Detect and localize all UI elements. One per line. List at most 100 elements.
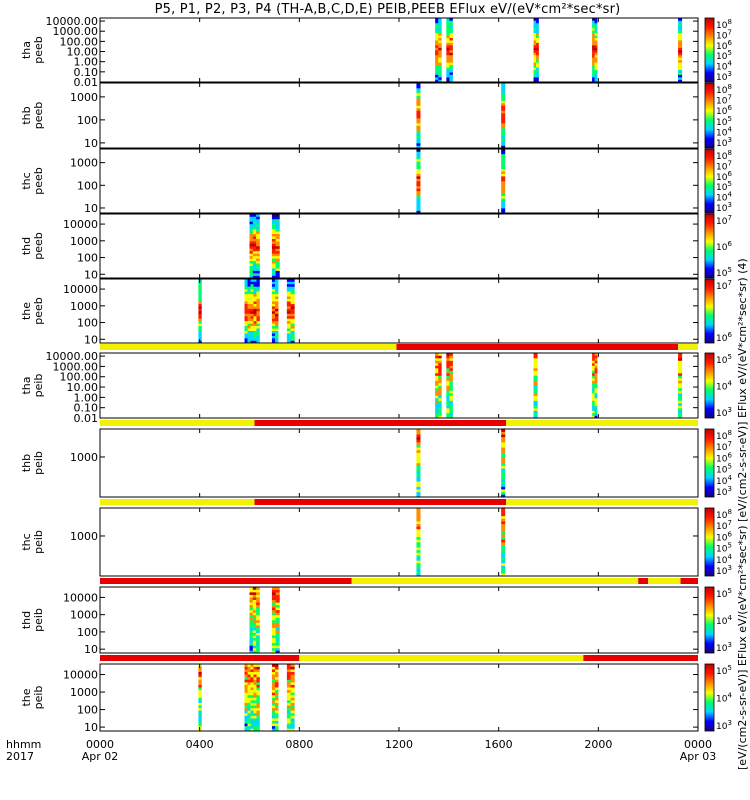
colorbar [704,82,715,149]
y-tick-label: 10 [84,202,98,215]
spectrogram-burst [271,214,280,279]
y-tick-label: 10000 [63,669,98,682]
colorbar-tick-label: 106 [716,39,732,52]
panel-label: thapeib [20,374,45,398]
spectrogram-burst [446,353,453,419]
spectrogram-burst [533,353,538,419]
y-tick-label: 100 [77,317,98,330]
mode-bar-segment [678,344,698,350]
y-tick-label: 10000 [63,218,98,231]
colorbar-tick-label: 105 [716,664,732,677]
colorbar-tick-label: 107 [716,28,732,41]
colorbar-tick-label: 105 [716,587,732,600]
colorbar-tick-label: 103 [716,70,732,83]
colorbar-tick-label: 104 [716,191,732,204]
colorbar-tick-label: 106 [716,530,732,543]
panel-label: thepeeb [20,297,45,325]
y-tick-label: 10 [84,137,98,150]
colorbar-tick-label: 105 [716,353,732,366]
time-axis-caption: hhmm 2017 [6,739,41,763]
spectrogram-burst [501,429,506,498]
colorbar-tick-label: 107 [716,214,732,227]
mode-bar-segment [506,420,698,426]
colorbar-tick-label: 108 [716,508,732,521]
figure-title: P5, P1, P2, P3, P4 (TH-A,B,C,D,E) PEIB,P… [154,2,621,17]
panel-4: 10000 1000 100 10 thepeeb 107 106 [20,278,732,346]
colorbar [704,663,715,732]
y-tick-label: 1000 [70,451,98,464]
y-tick-label: 10 [84,268,98,281]
y-tick-label: 10 [84,333,98,346]
mode-bar-segment [648,578,681,584]
spectrogram-burst [592,18,598,83]
y-tick-label: 0.10 [74,402,99,415]
spectrogram-burst [678,18,683,83]
colorbar-tick-label: 108 [716,429,732,442]
panel-frame [99,428,699,498]
x-tick-label: 1600 [485,738,513,751]
y-tick-label: 10.00 [67,381,99,394]
panel-frame [99,507,699,577]
time-axis-caption-hhmm: hhmm [6,738,42,751]
colorbar-tick-label: 104 [716,60,732,73]
colorbar [704,507,715,577]
mode-bar-segment [254,499,507,505]
colorbar-tick-label: 104 [716,125,732,138]
x-tick-label: 0400 [186,738,214,751]
colorbar-tick-label: 104 [716,553,732,566]
y-tick-label: 0.01 [74,76,99,89]
panel-label: thepeib [20,686,45,710]
mode-bar-segment [506,499,698,505]
y-tick-label: 1000 [70,609,98,622]
y-tick-label: 100 [77,252,98,265]
colorbar-tick-label: 103 [716,406,732,419]
spectrogram-burst [271,587,280,654]
panel-label: thdpeib [20,608,45,632]
x-tick-label: 0800 [285,738,313,751]
colorbar-tick-label: 105 [716,115,732,128]
colorbar-tick-label: 108 [716,18,732,31]
colorbar-tick-label: 106 [716,240,732,253]
spectrogram-burst [198,279,202,344]
mode-bar-segment [100,578,352,584]
x-tick-label: 2000 [584,738,612,751]
panel-8: 10000 1000 100 10 thdpeib 105 104 103 [20,578,732,656]
colorbar-tick-label: 107 [716,440,732,453]
colorbar [704,428,715,498]
spectrogram-burst [435,18,442,83]
colorbar [704,352,715,419]
y-tick-label: 100 [77,626,98,639]
y-tick-label: 0.01 [74,412,99,425]
spectrogram-burst [533,18,539,83]
spectrogram-burst [446,18,453,83]
colorbar-tick-label: 104 [716,380,732,393]
colorbar-tick-label: 105 [716,266,732,279]
panel-label: thdpeeb [20,232,45,260]
panel-frame [99,17,699,83]
colorbar-tick-label: 107 [716,159,732,172]
mode-bar-segment [100,499,255,505]
panel-label: thcpeeb [20,167,45,195]
spectrogram-burst [501,149,506,214]
mode-bar-segment [254,420,507,426]
panel-label: thapeeb [20,36,45,64]
spectrogram-burst [678,353,683,419]
y-tick-label: 10000 [63,591,98,604]
y-tick-label: 1000 [70,686,98,699]
y-tick-label: 1000.00 [53,25,99,38]
y-tick-label: 1.00 [74,391,99,404]
y-tick-label: 1.00 [74,56,99,69]
y-tick-label: 10000 [63,283,98,296]
colorbar-tick-label: 105 [716,49,732,62]
colorbar-units-label: [eV/(cm2-s-sr-eV)] EFlux eV/(eV*cm²*sec*… [736,258,749,770]
x-tick-label: 0000 Apr 03 [680,738,717,763]
spectrogram-burst [271,279,279,344]
colorbar-tick-label: 106 [716,331,732,344]
y-tick-label: 10000.00 [46,15,99,28]
spectrogram-burst [286,279,295,344]
spectrogram-burst [416,149,421,214]
colorbar [704,586,715,654]
